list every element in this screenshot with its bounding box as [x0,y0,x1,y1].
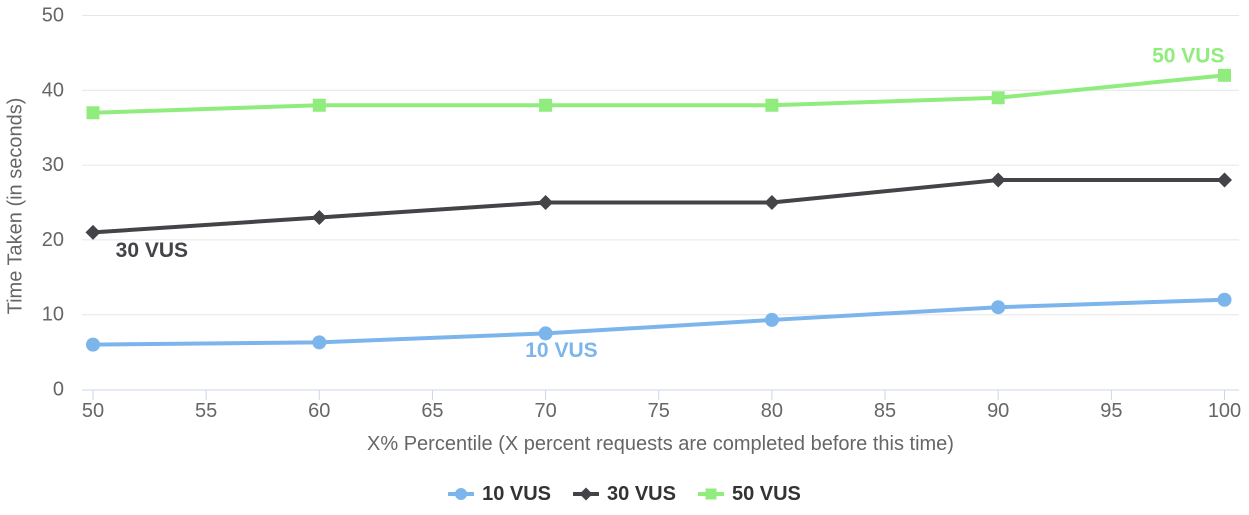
data-point-10-vus[interactable] [538,326,553,341]
data-point-10-vus[interactable] [764,312,779,327]
series-line-10-vus [91,297,1227,347]
x-axis-title: X% Percentile (X percent requests are co… [367,433,954,455]
data-point-10-vus[interactable] [991,300,1006,315]
data-point-50-vus[interactable] [86,106,100,120]
data-point-10-vus[interactable] [1217,292,1232,307]
x-tick-label: 85 [874,400,896,422]
y-tick-label: 10 [42,304,64,326]
x-tick-label: 100 [1208,400,1241,422]
legend-marker-symbol [455,488,468,500]
data-point-30-vus[interactable] [990,172,1006,188]
y-tick-label: 20 [42,229,64,251]
y-tick-label: 30 [42,154,64,176]
y-axis-title: Time Taken (in seconds) [4,97,27,315]
x-tick-label: 70 [534,400,556,422]
x-tick-label: 65 [421,400,443,422]
data-point-50-vus[interactable] [991,91,1005,105]
series-inline-label: 30 VUS [116,239,188,262]
line-square-marker-icon [697,488,724,500]
series-line-30-vus [91,178,1227,235]
series-line-50-vus [91,73,1227,115]
y-tick-label: 50 [42,5,64,27]
data-point-30-vus[interactable] [1217,172,1232,188]
legend-item-50-vus[interactable]: 50 VUS [697,482,801,506]
x-tick-label: 50 [82,400,104,422]
legend: 10 VUS 30 VUS 50 VUS [0,480,1249,508]
x-tick-label: 75 [648,400,670,422]
data-point-30-vus[interactable] [85,224,101,240]
legend-item-30-vus[interactable]: 30 VUS [573,483,676,506]
y-tick-label: 40 [42,79,64,101]
legend-label-30-vus: 30 VUS [607,482,676,505]
data-point-50-vus[interactable] [539,98,553,112]
legend-item-10-vus[interactable]: 10 VUS [448,483,551,506]
data-point-50-vus[interactable] [765,98,779,112]
x-tick-label: 55 [195,400,217,422]
data-point-30-vus[interactable] [311,209,327,225]
y-tick-label: 0 [53,379,64,401]
data-point-30-vus[interactable] [538,195,554,210]
series-inline-label: 50 VUS [1152,44,1224,67]
x-tick-label: 60 [308,400,330,422]
x-tick-label: 95 [1100,400,1122,422]
line-diamond-marker-icon [573,487,600,501]
legend-label-50-vus: 50 VUS [731,482,801,505]
data-point-10-vus[interactable] [86,337,100,352]
data-point-50-vus[interactable] [1218,68,1231,82]
legend-marker-symbol [579,487,593,501]
plot-area: 0 10 20 30 40 50 50 55 60 65 70 75 80 85 90 95 100 30 VUS… [42,5,1241,423]
x-tick-label: 90 [987,400,1009,422]
data-point-10-vus[interactable] [312,335,327,350]
legend-marker-symbol [705,488,717,500]
legend-label-10-vus: 10 VUS [482,482,552,505]
data-point-50-vus[interactable] [312,98,326,112]
x-tick-label: 80 [761,400,783,422]
line-circle-marker-icon [448,488,475,500]
series-inline-label: 10 VUS [525,339,597,362]
data-point-30-vus[interactable] [764,195,780,210]
